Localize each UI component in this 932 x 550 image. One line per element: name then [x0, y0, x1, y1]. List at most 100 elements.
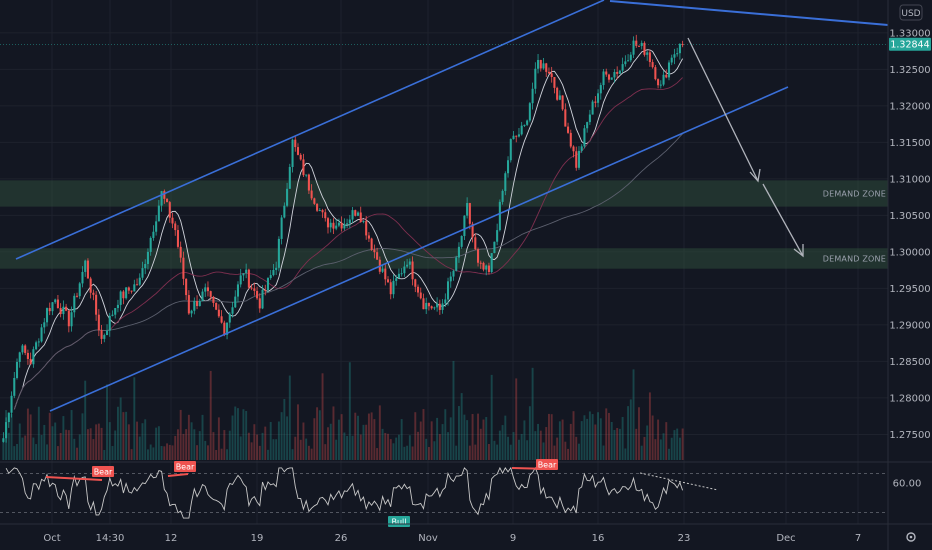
volume-bar — [217, 417, 220, 460]
time-tick-label: 7 — [855, 533, 861, 544]
candle-body — [2, 438, 5, 442]
volume-bar — [599, 418, 602, 460]
volume-bar — [490, 374, 493, 460]
candle-body — [223, 322, 226, 335]
volume-bar — [414, 412, 417, 460]
candle-body — [291, 139, 294, 168]
candle-body — [226, 322, 229, 335]
volume-bar — [580, 421, 583, 460]
resistance-line — [609, 0, 889, 26]
volume-bar — [324, 444, 327, 460]
divergence-tag-bear: Bear — [536, 459, 558, 470]
volume-bar — [78, 434, 81, 460]
candle-body — [264, 289, 267, 291]
volume-bar — [419, 421, 422, 460]
volume-bar — [26, 408, 29, 460]
candle-body — [54, 299, 57, 303]
candle-body — [149, 237, 152, 252]
volume-bar — [460, 393, 463, 460]
candle-body — [580, 146, 583, 151]
candle-body — [81, 271, 84, 284]
volume-bar — [234, 406, 237, 460]
candle-body — [446, 281, 450, 300]
candle-body — [509, 139, 512, 161]
candle-body — [171, 217, 174, 224]
volume-bar — [198, 431, 201, 460]
candle-body — [84, 260, 87, 272]
volume-bar — [37, 406, 40, 460]
candle-body — [531, 88, 534, 104]
candle-body — [523, 124, 526, 126]
candle-body — [32, 349, 35, 365]
volume-bar — [474, 444, 477, 460]
volume-bar — [16, 443, 18, 460]
volume-bar — [215, 449, 218, 460]
candle-body — [337, 222, 340, 226]
volume-bar — [681, 428, 684, 460]
candle-body — [558, 95, 561, 100]
divergence-tag-label: Bull — [391, 518, 406, 527]
divergence-tag-box — [174, 461, 196, 472]
candle-body — [313, 198, 316, 204]
volume-bar — [220, 448, 223, 460]
volume-bar — [608, 412, 610, 460]
volume-bar — [597, 412, 600, 460]
candle-body — [59, 308, 62, 315]
volume-bar — [518, 439, 520, 460]
candle-body — [351, 210, 354, 220]
candle-body — [242, 273, 245, 276]
volume-bar — [496, 444, 499, 460]
volume-bar — [190, 422, 193, 460]
candle-body — [476, 249, 480, 263]
volume-bar — [43, 424, 46, 460]
volume-bar — [65, 429, 68, 460]
channel-lower-line — [49, 86, 789, 412]
candle-body — [24, 345, 27, 353]
candle-body — [212, 296, 215, 303]
last-price-label: 1.32844 — [890, 40, 929, 51]
candle-body — [18, 352, 21, 362]
volume-bar — [7, 432, 10, 460]
volume-bar — [556, 437, 559, 460]
candle-body — [97, 314, 100, 331]
candle-body — [234, 296, 237, 308]
candle-body — [114, 308, 117, 315]
currency-button[interactable]: USD — [899, 4, 923, 21]
volume-bar — [81, 413, 84, 460]
volume-bar — [545, 427, 548, 460]
candle-body — [436, 303, 439, 308]
volume-bar — [354, 412, 357, 460]
volume-bar — [2, 439, 5, 460]
last-price-tag: 1.32844 — [889, 37, 931, 51]
divergence-tag-label: Bear — [176, 463, 195, 472]
volume-bar — [100, 427, 103, 460]
candle-body — [324, 212, 327, 219]
trend-drawings — [15, 0, 889, 412]
candle-body — [416, 286, 420, 293]
candle-body — [427, 302, 430, 307]
volume-bar — [629, 399, 632, 460]
candle-body — [403, 266, 406, 274]
volume-bar — [616, 428, 619, 460]
candle-body — [193, 301, 196, 311]
volume-bar — [207, 445, 209, 460]
volume-bar — [97, 423, 100, 460]
candle-body — [217, 309, 220, 317]
settings-gear-icon[interactable] — [906, 532, 916, 542]
candle-body — [501, 190, 504, 202]
volume-bar — [106, 384, 108, 460]
volume-bar — [670, 437, 673, 460]
volume-bar — [122, 412, 125, 460]
volume-bar — [89, 428, 92, 460]
settings-gear-ring — [906, 532, 916, 542]
volume-bar — [561, 419, 564, 460]
candle-body — [26, 352, 29, 359]
volume-bar — [651, 415, 654, 460]
candle-body — [144, 263, 147, 269]
candle-body — [572, 146, 575, 152]
volume-bar — [299, 439, 302, 460]
volume-bar — [40, 434, 43, 460]
candle-body — [651, 62, 654, 68]
candle-body — [43, 322, 46, 328]
